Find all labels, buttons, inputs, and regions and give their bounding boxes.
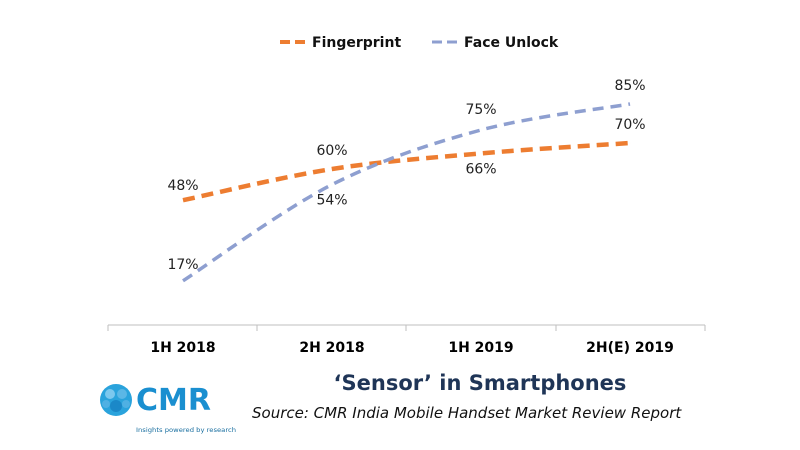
legend-item: Fingerprint (280, 35, 401, 51)
chart-title: ‘Sensor’ in Smartphones (333, 371, 627, 395)
data-label: 70% (614, 117, 645, 133)
data-label: 60% (316, 143, 347, 159)
x-tick-label: 1H 2019 (448, 340, 513, 356)
data-label: 66% (465, 161, 496, 177)
x-tick-label: 2H(E) 2019 (586, 340, 674, 356)
legend-item: Face Unlock (432, 35, 559, 51)
cmr-logo: CMR Insights powered by research (100, 383, 236, 434)
x-tick-label: 2H 2018 (299, 340, 364, 356)
x-tick-label: 1H 2018 (150, 340, 215, 356)
data-label: 85% (614, 78, 645, 94)
data-label: 48% (167, 178, 198, 194)
line-chart: 1H 2018 2H 2018 1H 2019 2H(E) 2019 48% 60% 66%… (107, 35, 706, 356)
logo-text: CMR (136, 383, 211, 418)
logo-tagline: Insights powered by research (136, 427, 236, 434)
series-line-fingerprint (182, 140, 631, 203)
logo-cube-icon (100, 384, 132, 416)
legend-label: Fingerprint (312, 35, 401, 51)
series-line-face-unlock (182, 102, 631, 283)
data-label: 75% (465, 102, 496, 118)
chart-source: Source: CMR India Mobile Handset Market … (252, 404, 682, 422)
data-label: 54% (316, 193, 347, 209)
data-label: 17% (167, 257, 198, 273)
legend-label: Face Unlock (464, 35, 559, 51)
